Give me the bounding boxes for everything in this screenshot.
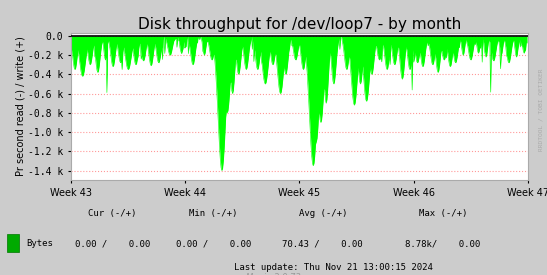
Text: 70.43 /    0.00: 70.43 / 0.00 [282,239,363,248]
Text: 8.78k/    0.00: 8.78k/ 0.00 [405,239,481,248]
Y-axis label: Pr second read (-) / write (+): Pr second read (-) / write (+) [15,37,26,177]
Text: 0.00 /    0.00: 0.00 / 0.00 [74,239,150,248]
Title: Disk throughput for /dev/loop7 - by month: Disk throughput for /dev/loop7 - by mont… [138,17,461,32]
Text: Avg (-/+): Avg (-/+) [299,209,347,218]
Text: Max (-/+): Max (-/+) [419,209,467,218]
Text: Min (-/+): Min (-/+) [189,209,237,218]
Text: Cur (-/+): Cur (-/+) [88,209,136,218]
Text: Bytes: Bytes [26,239,53,248]
Text: 0.00 /    0.00: 0.00 / 0.00 [176,239,251,248]
Text: Munin 2.0.73: Munin 2.0.73 [246,273,301,275]
Text: RRDTOOL / TOBI OETIKER: RRDTOOL / TOBI OETIKER [538,69,543,151]
Text: Last update: Thu Nov 21 13:00:15 2024: Last update: Thu Nov 21 13:00:15 2024 [234,263,433,271]
